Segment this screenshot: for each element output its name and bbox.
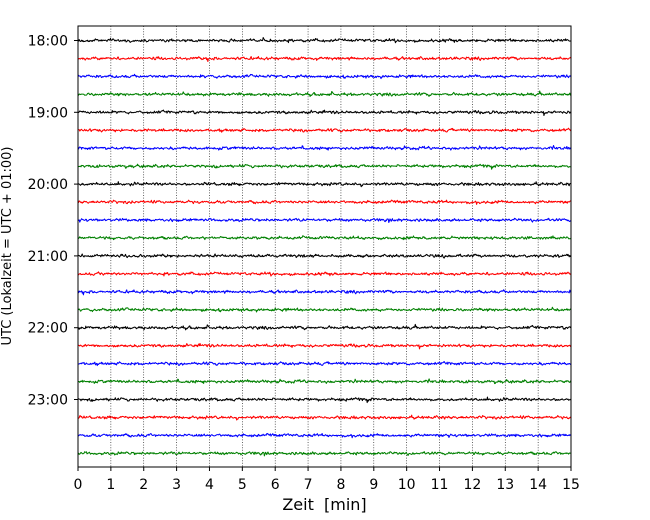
trace-2100 bbox=[77, 253, 572, 259]
y-tick-label-2200: 22:00 bbox=[28, 321, 68, 337]
y-tick-label-1800: 18:00 bbox=[28, 34, 68, 50]
trace-group bbox=[77, 37, 572, 457]
trace-1945 bbox=[77, 163, 572, 170]
trace-1915 bbox=[77, 127, 572, 133]
y-tick-label-2000: 20:00 bbox=[28, 177, 68, 193]
x-tick-label-2: 2 bbox=[139, 477, 148, 493]
trace-1845 bbox=[77, 90, 572, 98]
trace-2015 bbox=[77, 199, 572, 205]
x-tick-label-14: 14 bbox=[529, 477, 547, 493]
trace-2315 bbox=[77, 414, 572, 421]
trace-2300 bbox=[77, 396, 572, 404]
y-tick-label-2100: 21:00 bbox=[28, 249, 68, 265]
trace-2245 bbox=[77, 378, 572, 385]
x-tick-label-7: 7 bbox=[304, 477, 313, 493]
x-tick-label-1: 1 bbox=[106, 477, 115, 493]
trace-2215 bbox=[77, 342, 572, 350]
x-tick-label-15: 15 bbox=[562, 477, 580, 493]
trace-2200 bbox=[77, 323, 572, 331]
x-tick-label-5: 5 bbox=[238, 477, 247, 493]
x-axis-label: Zeit [min] bbox=[282, 495, 366, 514]
x-tick-label-8: 8 bbox=[336, 477, 345, 493]
x-tick-label-11: 11 bbox=[431, 477, 449, 493]
y-tick-label-2300: 23:00 bbox=[28, 393, 68, 409]
x-tick-label-13: 13 bbox=[496, 477, 514, 493]
x-tick-label-10: 10 bbox=[398, 477, 416, 493]
trace-1815 bbox=[77, 56, 572, 62]
trace-2145 bbox=[77, 306, 572, 313]
trace-2345 bbox=[77, 451, 572, 457]
trace-2030 bbox=[77, 217, 572, 224]
trace-2130 bbox=[77, 289, 572, 296]
x-axis-ticks: 0 1 2 3 4 5 6 7 8 9 10 11 12 13 14 15 bbox=[74, 467, 580, 493]
trace-1930 bbox=[77, 145, 572, 151]
trace-1830 bbox=[77, 73, 572, 80]
x-tick-label-6: 6 bbox=[271, 477, 280, 493]
x-tick-label-9: 9 bbox=[369, 477, 378, 493]
x-tick-label-0: 0 bbox=[74, 477, 83, 493]
x-tick-label-4: 4 bbox=[205, 477, 214, 493]
trace-2115 bbox=[77, 271, 572, 277]
vertical-grid bbox=[110, 26, 539, 467]
trace-1900 bbox=[77, 109, 572, 117]
trace-2330 bbox=[77, 432, 572, 439]
x-tick-label-12: 12 bbox=[463, 477, 481, 493]
x-tick-label-3: 3 bbox=[172, 477, 181, 493]
y-axis-label: UTC (Lokalzeit = UTC + 01:00) bbox=[0, 147, 15, 346]
y-tick-label-1900: 19:00 bbox=[28, 105, 68, 121]
trace-2000 bbox=[77, 181, 572, 188]
y-axis-ticks: 18:00 19:00 20:00 21:00 22:00 23:00 bbox=[28, 34, 78, 409]
trace-2045 bbox=[77, 235, 572, 241]
trace-2230 bbox=[77, 361, 572, 367]
plot-frame bbox=[77, 25, 572, 468]
trace-1800 bbox=[77, 37, 572, 44]
